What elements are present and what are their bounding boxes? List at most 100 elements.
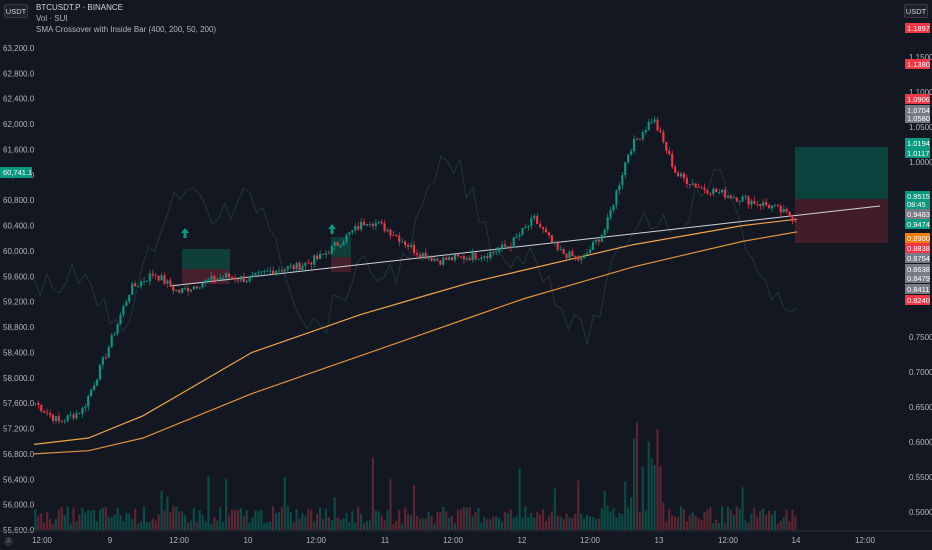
volume-bar xyxy=(665,521,668,530)
left-axis-tick-label: 63,200.0 xyxy=(3,44,35,53)
tradingview-logo-icon[interactable]: 2 xyxy=(4,537,13,546)
candle xyxy=(57,411,60,424)
candle xyxy=(721,188,724,195)
candle xyxy=(433,257,436,262)
volume-bar xyxy=(462,507,465,530)
candle xyxy=(169,277,172,288)
right-axis-tag-text: 1.1897 xyxy=(907,24,930,33)
sma-fast-line xyxy=(33,218,798,445)
candle xyxy=(509,241,512,252)
left-axis-tick-label: 57,600.0 xyxy=(3,399,35,408)
candle xyxy=(286,265,289,273)
candle xyxy=(386,228,389,233)
volume-bar xyxy=(69,523,72,530)
volume-bar xyxy=(254,510,257,530)
time-axis-tick-label: 11 xyxy=(381,536,390,545)
volume-bar xyxy=(139,521,143,530)
volume-bar xyxy=(365,521,369,530)
trend-line[interactable] xyxy=(169,205,881,287)
volume-bar xyxy=(333,497,336,530)
volume-bar xyxy=(750,513,753,530)
buy-signal-arrows xyxy=(181,224,336,238)
volume-bar xyxy=(712,523,715,530)
candle xyxy=(201,282,204,290)
volume-bar xyxy=(137,523,140,530)
volume-bar xyxy=(571,517,574,530)
time-axis-tick-label: 13 xyxy=(655,536,664,545)
candle xyxy=(550,234,553,244)
candle xyxy=(277,266,281,275)
right-price-axis[interactable]: 1.1500 1.1000 1.0500 1.0000 0.7500 0.7000 0.65… xyxy=(909,53,932,517)
candle xyxy=(524,223,527,229)
volume-bar xyxy=(480,522,483,530)
time-axis[interactable]: 12:00 9 12:00 10 12:00 11 12:00 12 12:00 13 12:00 1… xyxy=(32,536,876,545)
time-axis-tick-label: 10 xyxy=(244,536,253,545)
candle xyxy=(489,250,492,261)
right-axis-price-tag: 0.8754 xyxy=(905,253,930,263)
candle xyxy=(762,199,765,210)
right-axis-tag-text: 0.9515 xyxy=(907,192,930,201)
candle xyxy=(163,272,166,286)
volume-bar xyxy=(60,506,63,530)
candle xyxy=(459,255,462,260)
volume-bar xyxy=(759,510,762,530)
volume-bar xyxy=(550,511,553,530)
candle xyxy=(101,355,104,369)
right-axis-price-tag: 1.1897 xyxy=(905,23,930,33)
symbol-title[interactable]: BTCUSDT.P · BINANCE xyxy=(36,3,123,12)
candle xyxy=(283,267,286,275)
candle xyxy=(456,253,460,259)
candle xyxy=(451,256,454,261)
candle xyxy=(198,286,201,290)
volume-bar xyxy=(635,422,639,530)
volume-bar xyxy=(318,507,322,530)
volume-bar xyxy=(37,515,40,530)
volume-bar xyxy=(377,511,380,530)
volume-bar xyxy=(483,517,486,530)
candle xyxy=(788,210,791,218)
indicator-legend[interactable]: SMA Crossover with Inside Bar (400, 200,… xyxy=(36,25,217,34)
right-axis-tag-text: 0.8240 xyxy=(907,296,930,305)
candle xyxy=(679,171,683,179)
right-currency-button[interactable]: USDT xyxy=(904,4,928,18)
candle xyxy=(178,289,181,294)
candle xyxy=(556,239,559,252)
candle xyxy=(374,218,377,231)
volume-bar xyxy=(283,477,286,530)
right-axis-price-tag: 1.0194 xyxy=(905,138,930,148)
candle xyxy=(318,250,322,260)
volume-bar xyxy=(776,523,779,530)
volume-bar xyxy=(735,506,738,530)
volume-bar xyxy=(641,466,644,530)
candle xyxy=(418,251,421,260)
volume-bar xyxy=(160,490,163,530)
volume-bar xyxy=(486,519,489,530)
candle xyxy=(272,266,275,276)
candle xyxy=(254,272,257,278)
volume-legend[interactable]: Vol · SUI xyxy=(36,14,68,23)
candle xyxy=(269,266,272,275)
candle xyxy=(421,252,424,261)
volume-bar xyxy=(580,513,583,530)
last-price-tag: 60,741.1 xyxy=(0,167,32,178)
candle xyxy=(653,116,656,124)
candle xyxy=(404,240,407,249)
right-axis-tick-label: 0.5000 xyxy=(909,508,932,517)
volume-bar xyxy=(395,520,398,530)
volume-bar xyxy=(371,457,374,530)
volume-bar xyxy=(227,515,231,530)
volume-bar xyxy=(547,516,550,530)
candle xyxy=(301,263,304,272)
left-currency-button[interactable]: USDT xyxy=(4,4,28,18)
left-axis-tick-label: 62,000.0 xyxy=(3,120,35,129)
candle xyxy=(430,255,433,262)
candle xyxy=(465,256,468,262)
volume-bar xyxy=(189,520,192,530)
volume-bar xyxy=(618,513,621,530)
volume-bar xyxy=(621,514,624,530)
candle xyxy=(644,126,647,136)
volume-bar xyxy=(527,517,530,530)
volume-bar xyxy=(304,516,307,530)
volume-bar xyxy=(474,512,477,530)
